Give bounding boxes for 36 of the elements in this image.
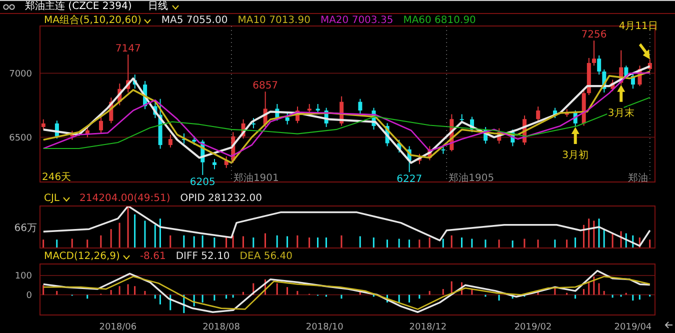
text: 66万 — [14, 223, 37, 234]
x-tick-label: 2018/08 — [202, 322, 240, 332]
text: MA10 7013.90 — [238, 15, 310, 27]
y-tick-label: 7000 — [9, 70, 32, 80]
annotation: 7256 — [581, 30, 607, 41]
legend-title: MA组合(5,10,20,60) — [44, 15, 142, 27]
text: DEA 56.40 — [240, 251, 292, 263]
ref-line-label: 郑油1901 — [233, 172, 279, 184]
annotation: 3月初 — [562, 149, 589, 162]
y-tick-label: 0 — [26, 290, 32, 301]
x-tick-label: 2018/12 — [409, 322, 447, 332]
ref-line-label: 郑油1905 — [448, 172, 494, 184]
x-tick-label: 2019/02 — [514, 322, 552, 332]
x-tick-label: 2018/10 — [306, 322, 344, 332]
y-tick-label: 6500 — [9, 133, 32, 144]
text: MA5 7055.00 — [161, 15, 228, 27]
legend-title: MACD(12,26,9) — [44, 251, 121, 263]
x-tick-label: 2019/04 — [614, 322, 652, 332]
annotation: 6857 — [252, 80, 278, 92]
annotation: 6227 — [396, 174, 422, 186]
x-tick-label: 2018/06 — [99, 322, 137, 332]
chart-title: 郑油主连 (CZCE 2394) — [25, 1, 132, 13]
series-label: 214204.00(49:51) — [80, 193, 170, 205]
annotation: 6205 — [190, 176, 216, 188]
annotation: 246天 — [42, 172, 72, 183]
annotation: 4月11日 — [618, 21, 658, 32]
text: DIFF 52.10 — [176, 251, 230, 263]
text: MA60 6810.90 — [403, 15, 476, 27]
y-tick-label: 100 — [14, 272, 32, 282]
text: -8.61 — [140, 251, 166, 263]
chart-subtitle: 日线 — [148, 1, 168, 13]
series-label: OPID 281232.00 — [180, 193, 262, 205]
legend-title: CJL — [44, 193, 61, 205]
ref-line-label: 郑油 — [628, 172, 648, 184]
annotation: 7147 — [115, 44, 141, 55]
text: MA20 7003.35 — [320, 15, 394, 27]
